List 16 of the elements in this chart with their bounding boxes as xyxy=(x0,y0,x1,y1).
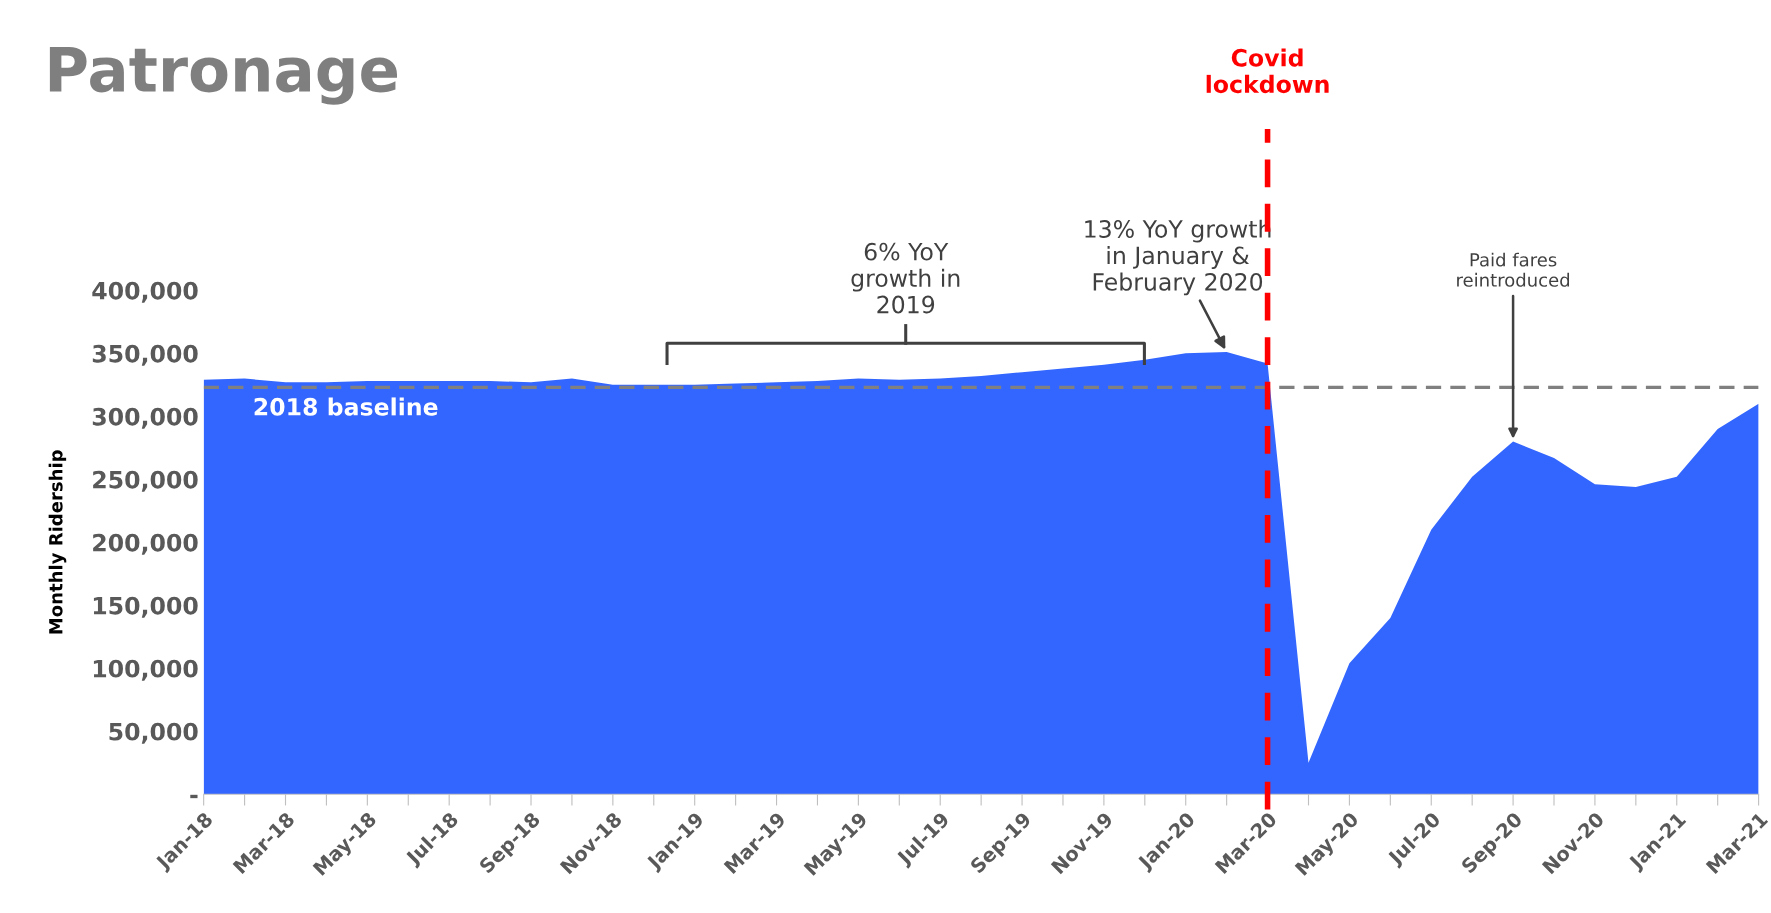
y-tick-label: 400,000 xyxy=(92,281,198,303)
y-tick-label: 250,000 xyxy=(93,470,198,492)
y-tick-label: 350,000 xyxy=(92,344,198,366)
y-tick-label: 200,000 xyxy=(93,533,198,555)
ref-line-label: Covid lockdown xyxy=(1206,48,1329,94)
annotation: 13% YoY growth in January & February 2020 xyxy=(1085,219,1271,296)
annotation: Paid fares reintroduced xyxy=(1457,252,1570,287)
y-tick-label: 100,000 xyxy=(93,659,198,681)
annotation: 6% YoY growth in 2019 xyxy=(851,242,960,314)
y-tick-label: 50,000 xyxy=(109,722,198,744)
y-tick-label: - xyxy=(190,794,198,799)
y-tick-label: 150,000 xyxy=(93,596,198,618)
y-axis-title: Monthly Ridership xyxy=(48,450,67,634)
ref-line-label: 2018 baseline xyxy=(254,397,438,416)
chart-title: Patronage xyxy=(49,47,398,105)
y-tick-label: 300,000 xyxy=(92,407,198,429)
